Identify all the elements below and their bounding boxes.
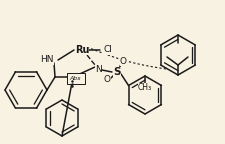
Text: N: N bbox=[95, 66, 101, 74]
Text: S: S bbox=[113, 67, 121, 77]
Text: O: O bbox=[104, 75, 110, 85]
Text: Cl: Cl bbox=[103, 46, 112, 54]
Text: Abs: Abs bbox=[69, 75, 81, 80]
Text: CH₃: CH₃ bbox=[138, 83, 152, 91]
Text: HN: HN bbox=[40, 55, 54, 65]
Text: Ru: Ru bbox=[75, 45, 89, 55]
Text: O: O bbox=[119, 56, 126, 66]
FancyBboxPatch shape bbox=[67, 72, 85, 84]
